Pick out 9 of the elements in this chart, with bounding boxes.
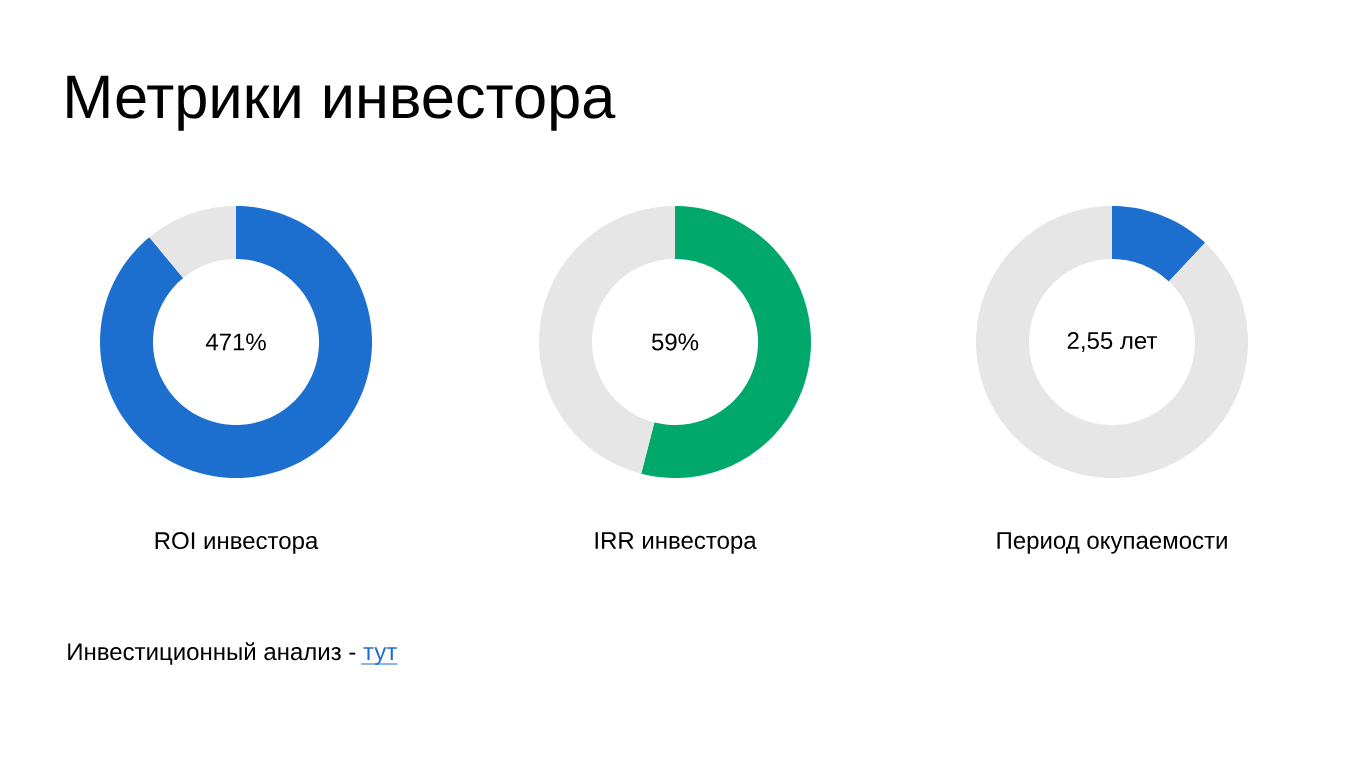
text: Инвестиционный анализ - xyxy=(68,642,356,665)
text: 2,55 лет xyxy=(1067,332,1158,352)
text: 59% xyxy=(651,333,699,351)
text: Период окупаемости xyxy=(997,532,1227,554)
text: тут xyxy=(363,647,397,665)
text: 471% xyxy=(205,333,266,351)
chart-title: Метрики инвестора xyxy=(67,75,616,131)
text: ROI инвестора xyxy=(155,532,319,554)
text: IRR инвестора xyxy=(595,532,757,554)
